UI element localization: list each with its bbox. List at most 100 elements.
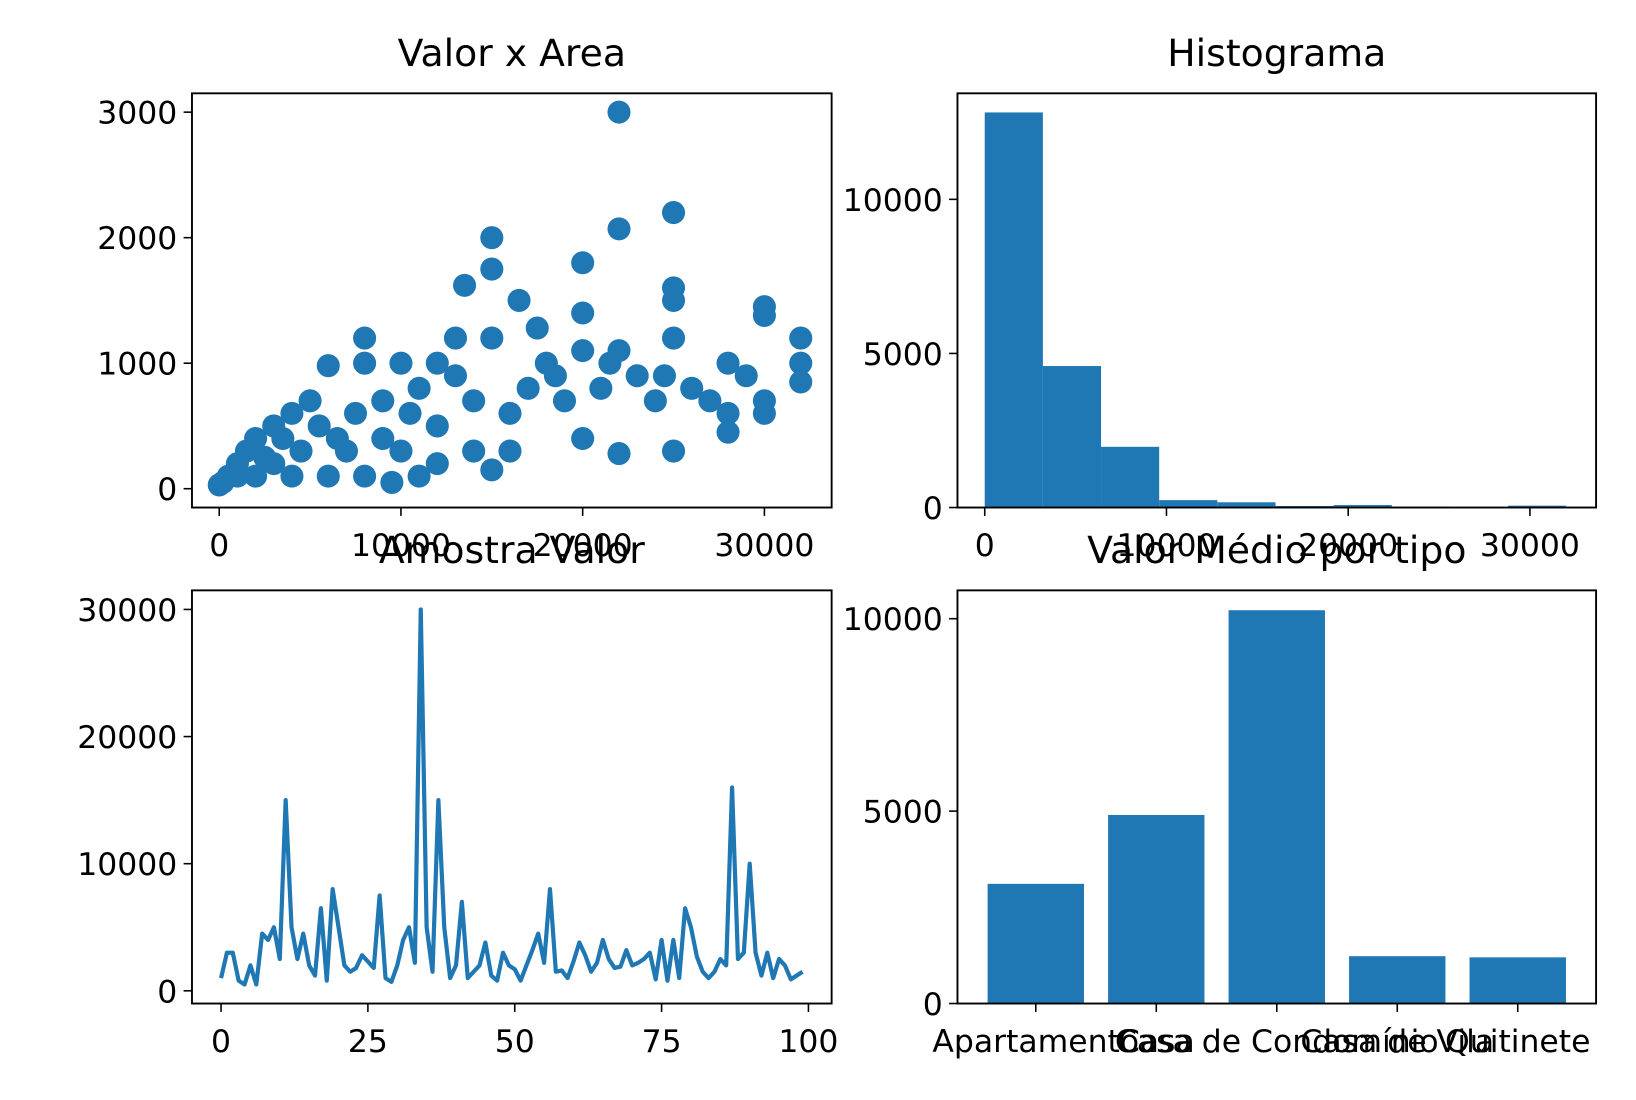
scatter-point: [662, 201, 686, 225]
x-tick-label: 20000: [533, 528, 633, 564]
scatter-point: [607, 100, 631, 124]
y-tick-label: 20000: [77, 720, 177, 756]
scatter-point: [734, 364, 758, 388]
scatter-point: [716, 401, 740, 425]
scatter-point: [271, 426, 295, 451]
y-tick-label: 0: [157, 974, 177, 1010]
x-tick-label: 10000: [351, 528, 451, 564]
scatter-point: [480, 326, 504, 350]
bar: [987, 883, 1084, 1004]
scatter-point: [234, 439, 259, 463]
axes-frame: [956, 92, 1598, 509]
histogram-bar: [1101, 446, 1160, 508]
scatter-point: [571, 301, 595, 325]
bar: [1228, 610, 1325, 1004]
scatter-point: [571, 426, 595, 451]
scatter-point: [398, 401, 422, 425]
scatter-point: [425, 414, 449, 438]
x-tick-label: 10000: [1116, 528, 1216, 564]
scatter-point: [498, 401, 522, 425]
scatter-point: [752, 303, 776, 328]
y-tick-label: 5000: [863, 337, 943, 373]
scatter-point: [752, 401, 776, 425]
bar: [1349, 956, 1446, 1004]
y-tick-label: 2000: [97, 221, 177, 257]
scatter-point: [662, 326, 686, 350]
scatter-point: [298, 389, 322, 413]
scatter-point: [244, 464, 268, 488]
scatter-point: [307, 414, 331, 438]
scatter-point: [716, 351, 740, 375]
scatter-point: [543, 364, 567, 388]
scatter-point: [389, 351, 413, 375]
subplot-title: Valor Médio por tipo: [1087, 528, 1466, 572]
x-tick-label: Quitinete: [1445, 1024, 1590, 1060]
x-tick-label: 100: [778, 1024, 838, 1060]
x-tick-label: Casa: [1118, 1024, 1195, 1060]
scatter-point: [353, 351, 377, 375]
histogram-bar: [1217, 502, 1276, 508]
y-tick-label: 10000: [77, 847, 177, 883]
x-tick-label: Apartamento: [932, 1024, 1139, 1060]
y-tick-label: 5000: [863, 795, 943, 831]
x-tick-label: 0: [975, 528, 995, 564]
scatter-point: [698, 389, 722, 413]
x-tick-label: Casa de Condomínio: [1115, 1024, 1439, 1060]
scatter-point: [316, 464, 340, 488]
scatter-point: [652, 364, 676, 388]
scatter-point: [207, 473, 231, 497]
bar: [1469, 957, 1566, 1004]
scatter-point: [371, 426, 395, 451]
x-tick-label: 75: [642, 1024, 682, 1060]
scatter-point: [507, 288, 531, 312]
scatter-point: [407, 464, 431, 488]
y-tick-label: 1000: [97, 347, 177, 383]
scatter-point: [643, 389, 667, 413]
scatter-point: [316, 354, 340, 378]
scatter-point: [789, 326, 813, 350]
scatter-point: [280, 464, 304, 488]
subplot-title: Histograma: [1167, 31, 1386, 75]
y-tick-label: 10000: [843, 183, 943, 219]
x-tick-label: 0: [209, 528, 229, 564]
y-tick-label: 0: [923, 491, 943, 527]
scatter-point: [480, 257, 504, 281]
scatter-point: [680, 376, 704, 400]
scatter-point: [571, 251, 595, 275]
scatter-point: [380, 470, 404, 494]
scatter-point: [443, 326, 468, 350]
scatter-point: [343, 401, 368, 425]
histogram-bar: [1333, 505, 1392, 508]
scatter-point: [598, 351, 622, 375]
axes-frame: [956, 589, 1598, 1005]
y-tick-label: 3000: [97, 96, 177, 132]
scatter-point: [607, 217, 631, 241]
subplot-title: Amostra Valor: [379, 528, 645, 572]
scatter-point: [225, 464, 249, 488]
axes-frame: [191, 92, 833, 509]
axes-frame: [191, 589, 833, 1005]
scatter-point: [443, 364, 468, 388]
scatter-point: [262, 452, 286, 476]
x-tick-label: Casa de Vila: [1300, 1024, 1494, 1060]
y-tick-label: 30000: [77, 593, 177, 629]
scatter-point: [353, 464, 377, 488]
scatter-point: [662, 439, 686, 463]
scatter-point: [425, 452, 449, 476]
scatter-point: [571, 339, 595, 363]
subplot-title: Valor x Area: [398, 31, 626, 75]
x-tick-label: 20000: [1298, 528, 1398, 564]
scatter-point: [498, 439, 522, 463]
scatter-point: [552, 389, 577, 413]
x-tick-label: 0: [211, 1024, 231, 1060]
x-tick-label: 30000: [1480, 528, 1580, 564]
y-tick-label: 0: [157, 472, 177, 508]
scatter-point: [525, 316, 549, 340]
x-tick-label: 50: [495, 1024, 535, 1060]
x-tick-label: 30000: [714, 528, 814, 564]
scatter-point: [516, 376, 540, 400]
line-series: [219, 607, 804, 987]
scatter-point: [407, 376, 431, 400]
